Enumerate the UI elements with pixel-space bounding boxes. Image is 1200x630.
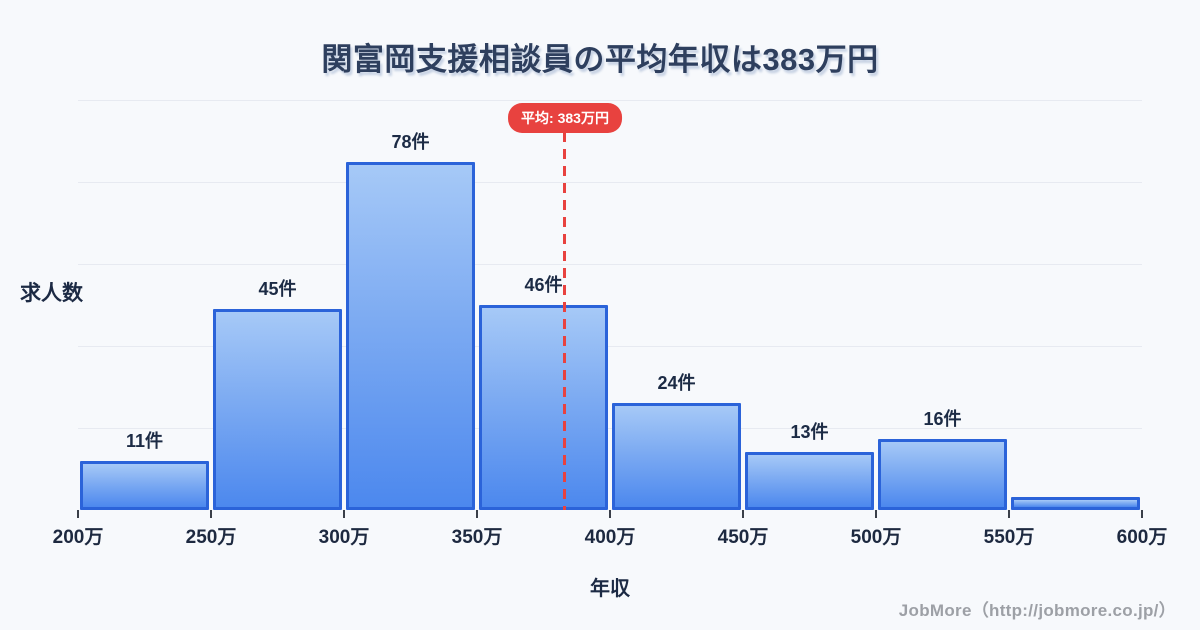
gridline (78, 100, 1142, 101)
x-axis-tick (875, 510, 877, 518)
bar-value-label: 16件 (923, 409, 962, 429)
x-tick-label: 600万 (1116, 527, 1168, 548)
gridline (78, 428, 1142, 429)
x-tick-label: 350万 (451, 527, 503, 548)
bar-value-label: 11件 (125, 431, 164, 451)
bar-value-label: 78件 (391, 132, 430, 152)
x-axis-tick (609, 510, 611, 518)
x-tick-label: 450万 (717, 527, 769, 548)
x-axis-tick (1141, 510, 1143, 518)
gridline (78, 346, 1142, 347)
histogram-bar (878, 439, 1007, 510)
average-badge: 平均: 383万円 (508, 103, 622, 133)
histogram-bar (612, 403, 741, 510)
bar-value-label: 46件 (524, 275, 563, 295)
bar-value-label: 45件 (258, 279, 297, 299)
histogram-bar (1011, 497, 1140, 510)
x-tick-label: 400万 (584, 527, 636, 548)
plot-area: 11件 45件 78件 46件 24件 13件 16件 200万 250万 300万 350万 400… (53, 100, 1167, 548)
x-axis-tick (77, 510, 79, 518)
gridline (78, 264, 1142, 265)
footer-credit: JobMore（http://jobmore.co.jp/） (898, 601, 1176, 620)
average-line (563, 132, 566, 510)
histogram-bar (346, 162, 475, 510)
x-tick-label: 250万 (185, 527, 237, 548)
chart-title: 関富岡支援相談員の平均年収は383万円 (321, 42, 879, 77)
x-tick-label: 200万 (52, 527, 104, 548)
x-axis-tick (1008, 510, 1010, 518)
histogram-bar (213, 309, 342, 510)
x-axis-tick (343, 510, 345, 518)
x-axis-tick (476, 510, 478, 518)
histogram-bar (80, 461, 209, 510)
x-tick-label: 550万 (983, 527, 1035, 548)
x-axis-tick (210, 510, 212, 518)
x-tick-label: 500万 (850, 527, 902, 548)
y-axis-label: 求人数 (20, 282, 83, 305)
bar-value-label: 24件 (657, 373, 696, 393)
bar-value-label: 13件 (790, 422, 829, 442)
x-axis-label: 年収 (590, 578, 630, 600)
x-tick-label: 300万 (318, 527, 370, 548)
gridline (78, 182, 1142, 183)
histogram-bar (479, 305, 608, 510)
histogram-bar (745, 452, 874, 510)
x-axis-tick (742, 510, 744, 518)
